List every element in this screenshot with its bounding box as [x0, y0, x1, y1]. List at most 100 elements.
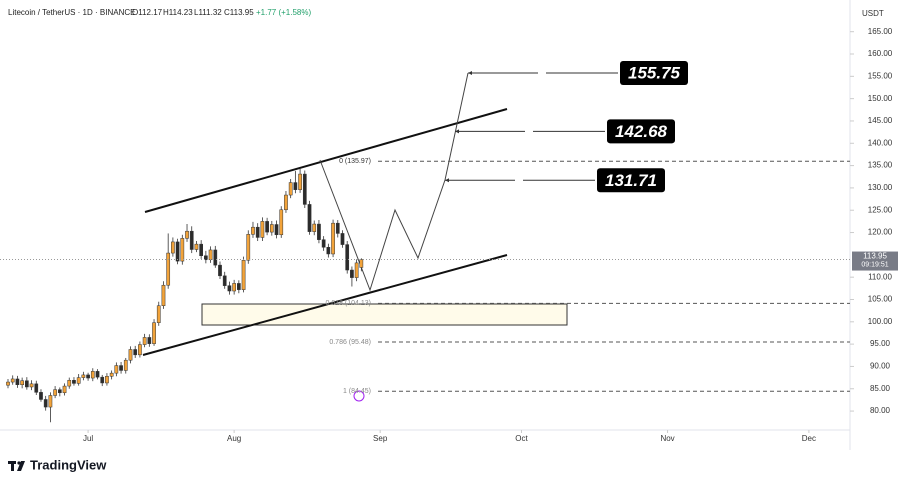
x-tick-label: Aug: [227, 434, 241, 443]
candle-body: [152, 322, 156, 344]
y-tick-label: 145.00: [868, 116, 893, 125]
candle-body: [109, 372, 114, 377]
logo: [8, 461, 25, 471]
candle-body: [354, 262, 359, 278]
fib-label: 0.618 (104.13): [325, 300, 371, 307]
target-arrowhead: [455, 129, 459, 134]
candle-body: [208, 249, 213, 261]
candle-body: [142, 337, 147, 345]
candle-body: [86, 374, 90, 379]
candle-body: [105, 376, 109, 384]
candle-body: [119, 365, 123, 371]
y-tick-label: 110.00: [868, 272, 892, 281]
candle-body: [166, 252, 171, 286]
candle-body: [171, 241, 175, 254]
candle-body: [138, 344, 142, 356]
y-tick-label: 155.00: [868, 71, 893, 80]
candle-body: [161, 284, 166, 306]
target-label: 155.75: [628, 63, 681, 82]
candle-body: [6, 381, 10, 386]
x-tick-label: Oct: [515, 434, 528, 443]
candle-body: [39, 392, 43, 400]
candle-body: [317, 223, 321, 240]
ohlc-high: H114.23: [163, 8, 193, 17]
target-box: [597, 168, 665, 193]
candle-body: [293, 182, 298, 190]
y-tick-label: 90.00: [870, 362, 891, 371]
channel-upper: [144, 108, 508, 213]
candle-body: [57, 389, 62, 394]
channel-lower: [142, 254, 508, 356]
y-tick-label: 80.00: [870, 406, 891, 415]
candle-body: [288, 182, 293, 196]
candle-body: [359, 259, 364, 268]
ohlc-close: C113.95: [224, 8, 254, 17]
target-box: [607, 119, 675, 144]
candle-body: [76, 377, 81, 384]
candle-body: [274, 224, 279, 236]
candle-body: [312, 223, 317, 232]
candle-body: [251, 226, 255, 235]
candle-body: [199, 243, 204, 257]
candle-body: [345, 244, 350, 271]
candle-body: [180, 238, 185, 262]
x-tick-label: Jul: [83, 434, 93, 443]
support-zone: [201, 303, 568, 326]
last-price-label: 113.95: [863, 252, 887, 261]
y-tick-label: 125.00: [868, 205, 893, 214]
candle-body: [307, 204, 312, 232]
candle-body: [227, 285, 232, 292]
candle-body: [194, 243, 199, 250]
candle-body: [53, 389, 57, 396]
candle-body: [265, 221, 269, 233]
projection-path: [319, 72, 469, 292]
candle-body: [260, 221, 265, 238]
candle-body: [10, 378, 15, 383]
y-tick-label: 135.00: [868, 161, 893, 170]
countdown: 09:19:51: [861, 261, 888, 268]
candle-body: [114, 365, 119, 374]
candle-body: [284, 194, 288, 211]
currency: USDT: [862, 9, 884, 18]
candle-body: [279, 209, 284, 236]
fib-label: 0.786 (95.48): [329, 339, 371, 346]
candle-body: [204, 255, 208, 261]
candle-body: [298, 173, 302, 190]
candle-body: [24, 380, 29, 388]
candle-body: [236, 283, 241, 290]
y-tick-label: 130.00: [868, 183, 893, 192]
ohlc-open: O112.17: [132, 8, 163, 17]
candle-body: [62, 385, 67, 394]
y-tick-label: 100.00: [868, 317, 893, 326]
candle-body: [321, 239, 326, 248]
change: +1.77 (+1.58%): [256, 8, 311, 17]
candle-body: [100, 376, 105, 384]
candle-body: [302, 173, 307, 205]
y-tick-label: 140.00: [868, 138, 893, 147]
candle-body: [340, 233, 345, 245]
candle-body: [156, 305, 161, 323]
x-tick-label: Sep: [373, 434, 388, 443]
target-arrowhead: [445, 178, 449, 183]
candle-body: [246, 234, 251, 261]
candle-body: [43, 399, 48, 408]
candle-body: [218, 264, 222, 277]
fib-label: 0 (135.97): [339, 158, 371, 165]
candle-body: [95, 371, 100, 378]
last-price-box: [852, 251, 898, 271]
candle-body: [20, 380, 24, 385]
candle-body: [133, 349, 138, 356]
y-tick-label: 150.00: [868, 94, 893, 103]
y-tick-label: 160.00: [868, 49, 893, 58]
target-box: [620, 60, 688, 85]
candle-body: [34, 383, 39, 393]
candle-body: [67, 380, 72, 387]
symbol: Litecoin / TetherUS · 1D · BINANCE: [8, 8, 135, 17]
candle-body: [90, 371, 95, 379]
x-tick-label: Nov: [660, 434, 674, 443]
candle-body: [147, 337, 152, 344]
candle-body: [232, 283, 236, 292]
y-tick-label: 120.00: [868, 228, 893, 237]
